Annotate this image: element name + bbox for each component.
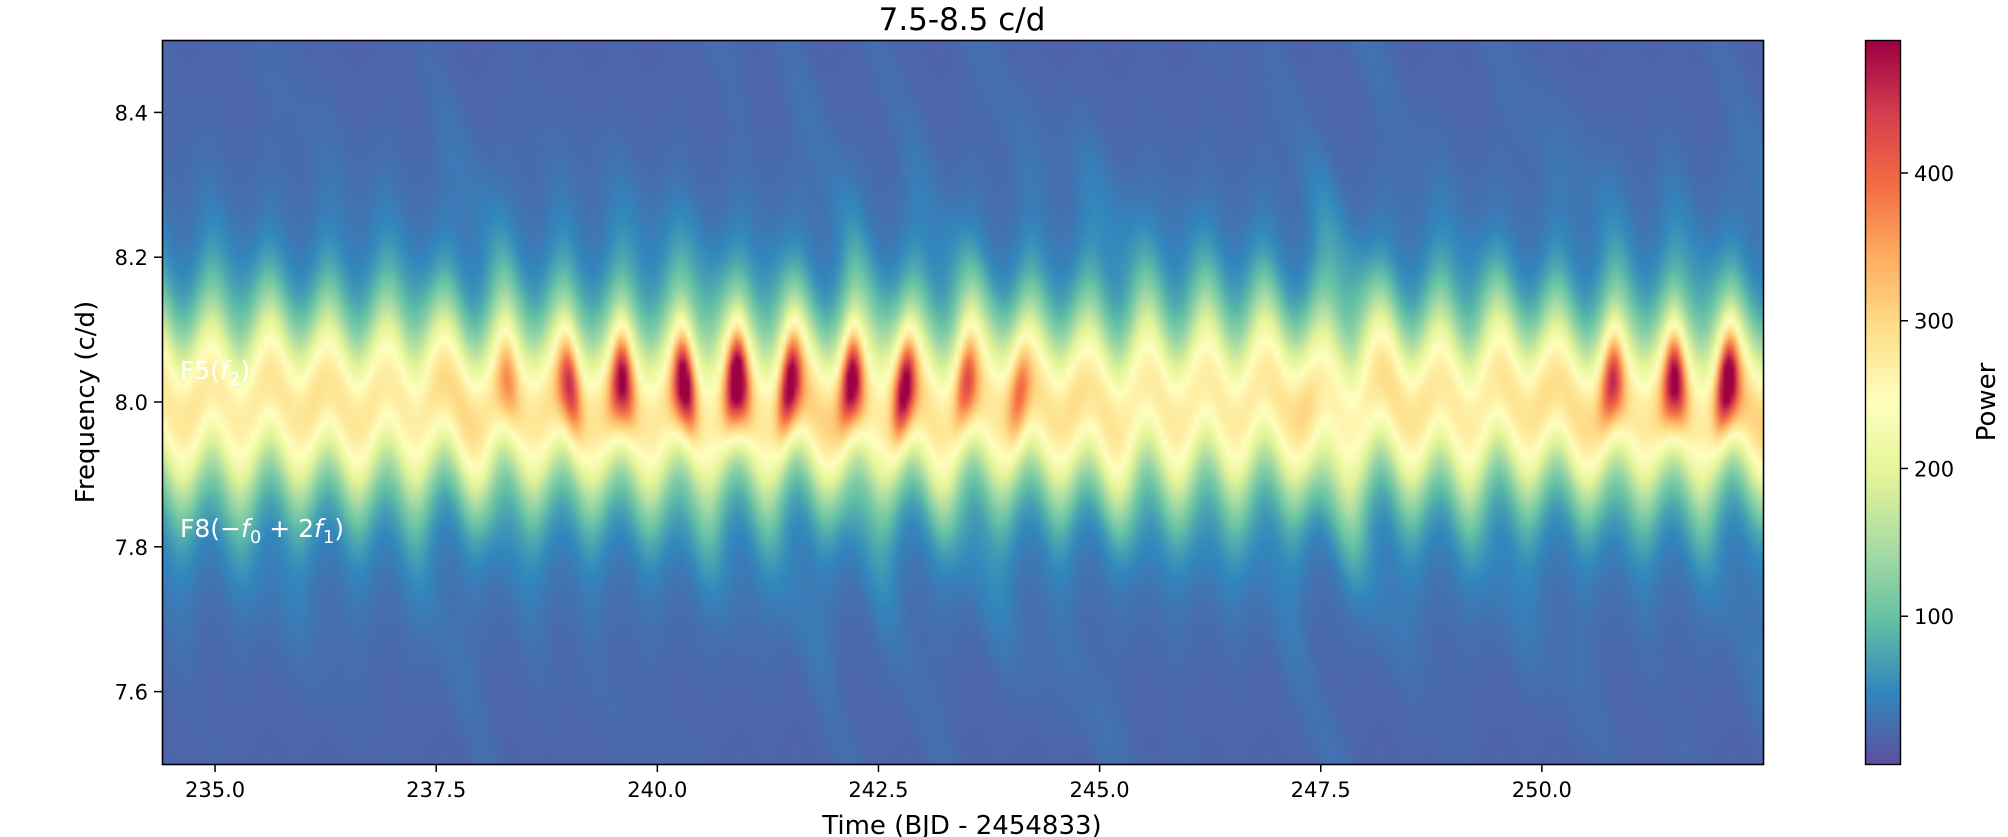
x-tick-label: 250.0 <box>1512 778 1572 802</box>
x-tick-label: 240.0 <box>627 778 687 802</box>
y-axis-label: Frequency (c/d) <box>71 301 101 503</box>
colorbar-border <box>1864 39 1902 766</box>
x-axis-label: Time (BJD - 2454833) <box>821 811 1101 837</box>
colorbar-tick-label: 100 <box>1914 605 1954 629</box>
annotation-f5: F5(f2) <box>180 356 250 390</box>
y-tick-label: 8.0 <box>115 391 148 415</box>
colorbar-tick-label: 400 <box>1914 162 1954 186</box>
x-tick-label: 245.0 <box>1070 778 1130 802</box>
colorbar-tick-label: 200 <box>1914 457 1954 481</box>
x-tick-label: 235.0 <box>185 778 245 802</box>
annotation-f8: F8(−f0 + 2f1) <box>180 514 344 548</box>
y-tick-label: 8.2 <box>115 246 148 270</box>
x-tick-label: 247.5 <box>1291 778 1351 802</box>
chart-title: 7.5-8.5 c/d <box>879 2 1046 38</box>
x-tick-label: 242.5 <box>848 778 908 802</box>
y-tick-label: 8.4 <box>115 101 148 125</box>
colorbar-axis: 100 200 300 400 <box>1900 162 1954 629</box>
heatmap-plot-area <box>162 40 1763 764</box>
x-tick-label: 237.5 <box>406 778 466 802</box>
x-axis: 235.0 237.5 240.0 242.5 245.0 247.5 250.0 <box>185 764 1572 802</box>
colorbar-label: Power <box>1972 362 2002 441</box>
y-tick-label: 7.6 <box>115 681 148 705</box>
y-axis: 7.6 7.8 8.0 8.2 8.4 <box>115 101 162 705</box>
plot-border <box>161 39 1765 766</box>
colorbar-gradient <box>1865 40 1900 764</box>
colorbar-tick-label: 300 <box>1914 310 1954 334</box>
heatmap-image <box>162 40 1763 764</box>
y-tick-label: 7.8 <box>115 536 148 560</box>
colorbar <box>1865 40 1900 764</box>
